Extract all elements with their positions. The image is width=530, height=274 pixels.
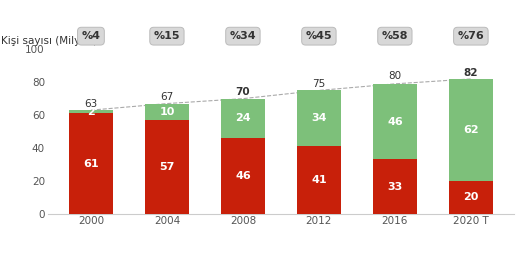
- Text: %34: %34: [229, 31, 256, 41]
- Text: %45: %45: [306, 31, 332, 41]
- Text: 61: 61: [83, 159, 99, 169]
- Bar: [69, 113, 113, 214]
- Bar: [297, 146, 341, 214]
- Text: 57: 57: [159, 162, 174, 172]
- Text: 24: 24: [235, 113, 251, 123]
- Text: 46: 46: [235, 171, 251, 181]
- Text: 75: 75: [312, 79, 325, 89]
- Text: 70: 70: [236, 87, 250, 98]
- Text: 46: 46: [387, 117, 403, 127]
- Text: %4: %4: [82, 31, 101, 41]
- Text: 80: 80: [388, 71, 401, 81]
- Text: %15: %15: [154, 31, 180, 41]
- Text: Kişi sayısı (Milyon): Kişi sayısı (Milyon): [1, 36, 98, 46]
- Text: 62: 62: [463, 125, 479, 135]
- Text: 20: 20: [463, 192, 479, 202]
- Bar: [221, 138, 265, 214]
- Text: 67: 67: [160, 92, 173, 102]
- Text: 33: 33: [387, 182, 402, 192]
- Bar: [449, 79, 493, 181]
- Text: 82: 82: [464, 68, 478, 78]
- Bar: [449, 181, 493, 214]
- Bar: [297, 90, 341, 146]
- Bar: [221, 99, 265, 138]
- Text: 34: 34: [311, 113, 326, 123]
- Bar: [145, 104, 189, 120]
- Text: %58: %58: [382, 31, 408, 41]
- Bar: [69, 110, 113, 113]
- Bar: [373, 159, 417, 214]
- Bar: [373, 84, 417, 159]
- Text: 63: 63: [84, 99, 98, 109]
- Text: 10: 10: [159, 107, 174, 117]
- Text: %76: %76: [457, 31, 484, 41]
- Bar: [145, 120, 189, 214]
- Text: 2: 2: [87, 107, 95, 117]
- Text: 41: 41: [311, 175, 326, 185]
